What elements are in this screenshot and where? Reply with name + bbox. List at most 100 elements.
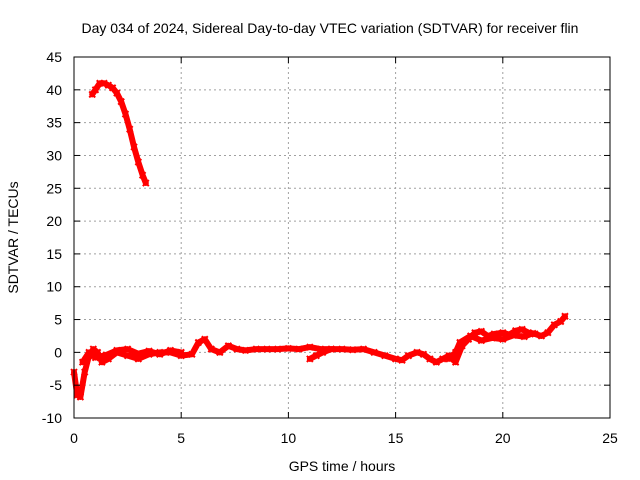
data-point	[91, 353, 100, 362]
data-point	[117, 97, 125, 106]
data-point	[518, 325, 526, 334]
data-point	[233, 345, 241, 353]
data-point	[91, 86, 100, 94]
data-point	[98, 358, 106, 366]
y-tick-label: -5	[50, 377, 63, 393]
data-point	[273, 345, 282, 353]
data-point	[156, 350, 164, 359]
data-point	[104, 81, 113, 89]
data-point	[338, 345, 346, 353]
data-point	[318, 348, 327, 357]
data-point	[520, 332, 528, 341]
data-point	[126, 125, 134, 133]
data-point	[123, 351, 132, 360]
data-point	[207, 345, 215, 353]
y-tick-label: 10	[46, 279, 62, 295]
data-point	[100, 79, 108, 87]
data-point	[349, 346, 357, 354]
x-axis-label: GPS time / hours	[289, 458, 396, 474]
data-point	[451, 358, 460, 366]
data-point	[550, 321, 558, 329]
data-point	[391, 355, 400, 363]
data-point	[130, 143, 138, 151]
grid-lines	[74, 57, 610, 418]
data-point	[529, 329, 537, 338]
data-point	[145, 347, 153, 355]
y-tick-label: 45	[46, 49, 62, 65]
data-point	[295, 345, 303, 353]
y-tick-label: 30	[46, 147, 62, 163]
x-tick-label: 5	[177, 430, 185, 446]
data-point	[306, 343, 314, 351]
x-axis-ticks: 0 5 10 15 20 25	[70, 57, 618, 446]
data-point	[477, 336, 486, 345]
data-point	[312, 351, 320, 360]
data-series-group	[70, 79, 569, 401]
chart-title: Day 034 of 2024, Sidereal Day-to-day VTE…	[82, 20, 579, 36]
data-point	[284, 344, 293, 353]
data-point	[201, 335, 209, 343]
data-point	[142, 179, 150, 187]
data-point	[194, 338, 203, 347]
data-point	[216, 348, 224, 357]
data-point	[499, 335, 507, 343]
data-point	[370, 348, 378, 357]
data-point	[123, 345, 132, 353]
y-tick-label: 35	[46, 115, 62, 131]
data-point	[76, 393, 85, 401]
data-point	[134, 349, 143, 358]
data-point	[451, 348, 460, 357]
series-line-low-band	[71, 313, 568, 400]
data-point	[166, 346, 175, 355]
data-point	[404, 351, 413, 360]
data-point	[138, 171, 147, 179]
data-point	[381, 351, 389, 360]
data-point	[477, 327, 486, 336]
x-tick-label: 15	[388, 430, 404, 446]
data-point	[544, 328, 552, 337]
data-point	[488, 334, 496, 342]
data-point	[426, 355, 434, 363]
y-axis-label: SDTVAR / TECUs	[5, 181, 21, 293]
data-point	[359, 345, 368, 353]
data-point	[78, 358, 87, 366]
x-tick-label: 0	[70, 430, 78, 446]
y-tick-label: 25	[46, 180, 62, 196]
data-point	[85, 348, 93, 357]
x-tick-label: 25	[602, 430, 618, 446]
x-tick-label: 20	[495, 430, 511, 446]
data-point	[134, 158, 143, 166]
data-point	[121, 110, 130, 118]
series-line-low-side-3	[446, 330, 536, 362]
data-point	[432, 358, 441, 366]
y-tick-label: 0	[54, 344, 62, 360]
data-point	[113, 346, 121, 355]
data-point	[456, 338, 464, 347]
x-tick-label: 10	[281, 430, 297, 446]
data-point	[398, 356, 406, 364]
data-point	[113, 89, 121, 97]
data-point	[413, 348, 421, 357]
series-line-low-side-2	[306, 346, 335, 362]
y-axis-ticks: -10 -5 0 5 10 15 20 25 30 35 40 45	[42, 49, 610, 426]
y-tick-label: 5	[54, 312, 62, 328]
y-tick-label: 40	[46, 82, 62, 98]
data-point	[466, 332, 475, 340]
data-point	[81, 368, 89, 376]
data-point	[509, 331, 518, 340]
data-point	[561, 312, 569, 320]
y-tick-label: 15	[46, 246, 62, 262]
data-point	[306, 355, 314, 363]
data-point	[252, 345, 260, 353]
data-point	[102, 351, 110, 359]
data-point	[419, 350, 428, 359]
data-point	[537, 332, 546, 340]
y-tick-label: 20	[46, 213, 62, 229]
data-point	[439, 355, 447, 363]
data-point	[445, 355, 453, 363]
data-point	[224, 342, 233, 350]
data-point	[188, 350, 196, 359]
data-point	[241, 346, 250, 355]
plot-frame	[73, 56, 611, 419]
